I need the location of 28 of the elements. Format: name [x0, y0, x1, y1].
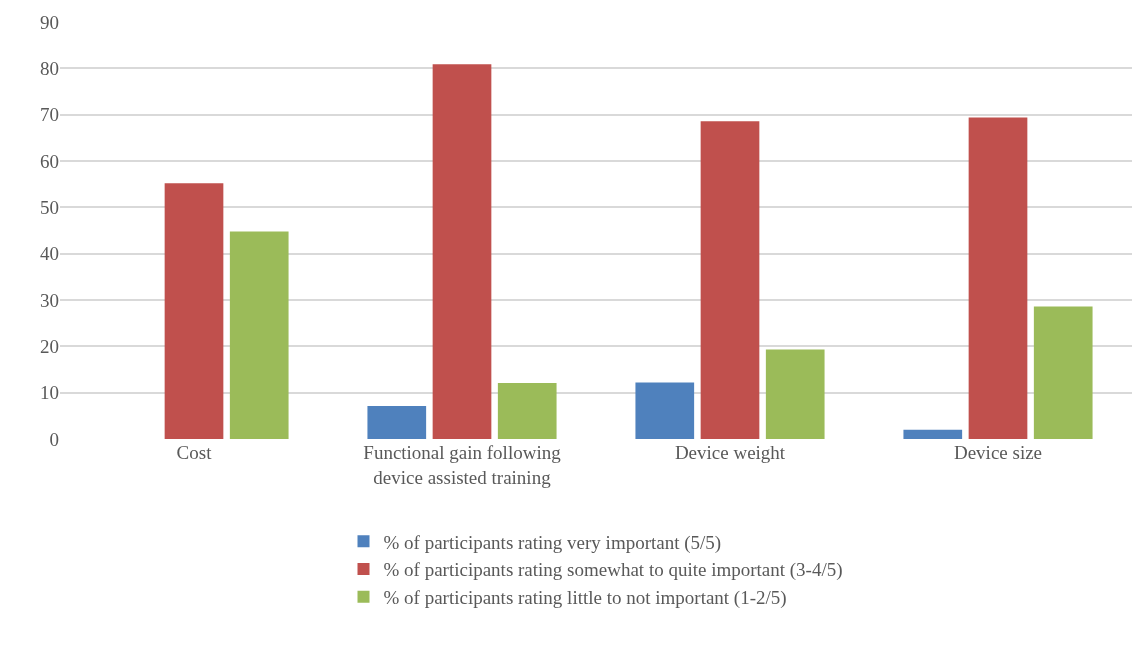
y-tick-label: 70: [40, 104, 59, 126]
x-tick-label: Device weight: [674, 442, 786, 463]
x-tick-label: Device size: [953, 442, 1043, 463]
bar: [700, 121, 760, 439]
y-tick-label: 0: [49, 428, 59, 450]
legend-label: % of participants rating very important (5/5): [383, 531, 722, 554]
x-tick-label: Functional gain following device assisted training: [363, 442, 562, 488]
y-tick-label: 10: [40, 382, 59, 404]
legend-label: % of participants rating somewhat to quite important (3-4/5): [383, 559, 843, 582]
bar: [903, 429, 963, 439]
bar: [164, 183, 224, 439]
bar: [968, 117, 1028, 439]
bar: [229, 231, 289, 439]
bar: [367, 406, 427, 439]
bar: [635, 382, 695, 439]
y-tick-label: 30: [40, 289, 59, 311]
y-tick-label: 90: [40, 11, 59, 33]
y-tick-label: 20: [40, 335, 59, 357]
y-tick-label: 60: [40, 150, 59, 172]
x-tick-label: Cost: [176, 442, 213, 463]
bar: [1033, 306, 1093, 439]
y-tick-label: 50: [40, 196, 59, 218]
bar: [765, 349, 825, 439]
legend-label: % of participants rating little to not important (1-2/5): [383, 587, 787, 610]
y-tick-label: 40: [40, 243, 59, 265]
bar: [497, 382, 557, 439]
y-tick-label: 80: [40, 57, 59, 79]
bar: [432, 64, 492, 439]
